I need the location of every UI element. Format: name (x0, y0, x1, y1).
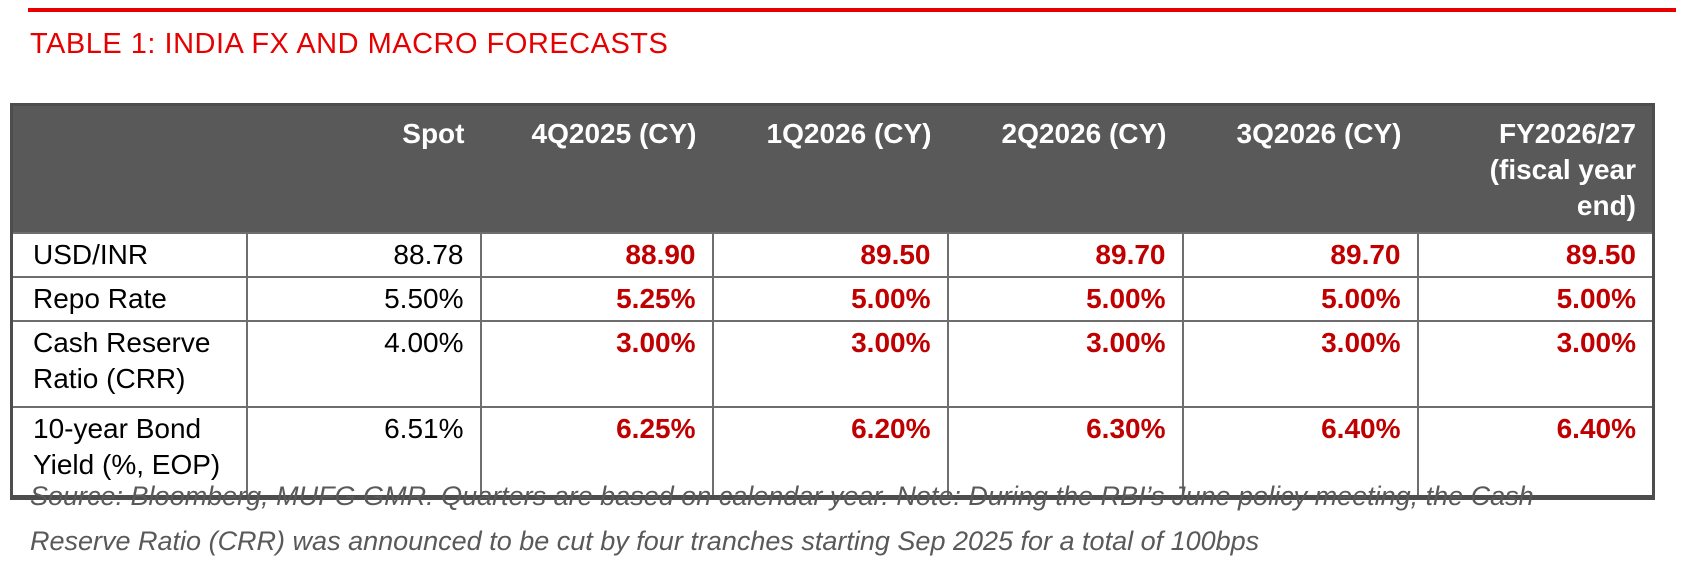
forecast-value: 88.90 (479, 232, 714, 278)
forecast-value: 89.50 (711, 232, 949, 278)
forecast-value: 5.00% (711, 276, 949, 322)
table-row-crr: Cash Reserve Ratio (CRR) 4.00% 3.00% 3.0… (10, 320, 1655, 408)
row-label: 10-year Bond Yield (%, EOP) (10, 406, 248, 498)
row-label: Repo Rate (10, 276, 248, 322)
forecast-value: 3.00% (1181, 320, 1419, 408)
forecast-value: 5.00% (1181, 276, 1419, 322)
forecast-value: 3.00% (1416, 320, 1655, 408)
column-header-3q2026: 3Q2026 (CY) (1182, 104, 1418, 233)
forecast-value: 6.40% (1416, 406, 1655, 498)
column-header-blank (11, 104, 247, 233)
forecast-value: 89.70 (946, 232, 1184, 278)
forecast-value: 89.70 (1181, 232, 1419, 278)
row-label: USD/INR (10, 232, 248, 278)
forecast-value: 5.25% (479, 276, 714, 322)
forecast-value: 3.00% (479, 320, 714, 408)
forecast-value: 89.50 (1416, 232, 1655, 278)
forecast-value: 6.30% (946, 406, 1184, 498)
forecast-value: 6.20% (711, 406, 949, 498)
spot-value: 5.50% (245, 276, 482, 322)
row-label: Cash Reserve Ratio (CRR) (10, 320, 248, 408)
fx-macro-forecast-table: Spot 4Q2025 (CY) 1Q2026 (CY) 2Q2026 (CY)… (10, 103, 1655, 500)
column-header-1q2026: 1Q2026 (CY) (712, 104, 948, 233)
column-header-fy2026-27: FY2026/27 (fiscal year end) (1417, 104, 1654, 233)
forecast-value: 5.00% (1416, 276, 1655, 322)
red-divider-rule (28, 8, 1676, 12)
source-note: Source: Bloomberg, MUFG GMR. Quarters ar… (30, 481, 1534, 556)
forecast-value: 6.40% (1181, 406, 1419, 498)
column-header-4q2025: 4Q2025 (CY) (480, 104, 713, 233)
page-title: TABLE 1: INDIA FX AND MACRO FORECASTS (30, 28, 669, 60)
forecast-value: 3.00% (946, 320, 1184, 408)
spot-value: 6.51% (245, 406, 482, 498)
table-row-repo-rate: Repo Rate 5.50% 5.25% 5.00% 5.00% 5.00% … (10, 276, 1655, 322)
spot-value: 88.78 (245, 232, 482, 278)
forecast-value: 3.00% (711, 320, 949, 408)
forecast-value: 5.00% (946, 276, 1184, 322)
forecast-value: 6.25% (479, 406, 714, 498)
spot-value: 4.00% (245, 320, 482, 408)
column-header-2q2026: 2Q2026 (CY) (947, 104, 1183, 233)
header-row: Spot 4Q2025 (CY) 1Q2026 (CY) 2Q2026 (CY)… (11, 104, 1654, 233)
table-row-10y-bond-yield: 10-year Bond Yield (%, EOP) 6.51% 6.25% … (10, 406, 1655, 498)
column-header-spot: Spot (246, 104, 481, 233)
table-row-usdinr: USD/INR 88.78 88.90 89.50 89.70 89.70 89… (10, 232, 1655, 278)
